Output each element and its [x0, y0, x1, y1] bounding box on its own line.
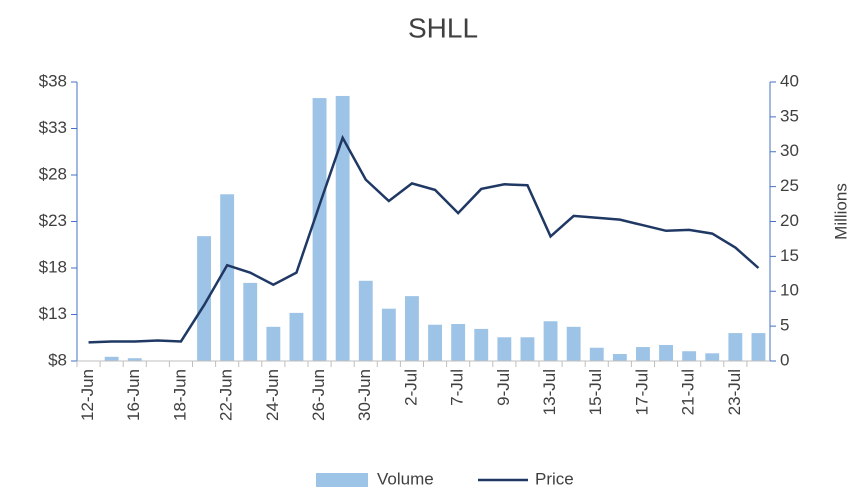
bar	[728, 333, 743, 361]
y2-tick-label: 35	[780, 106, 799, 125]
x-tick-label: 9-Jul	[494, 369, 513, 406]
x-tick-label: 2-Jul	[401, 369, 420, 406]
bar	[751, 333, 766, 361]
bar	[543, 321, 558, 361]
y2-tick-label: 30	[780, 141, 799, 160]
bar	[266, 326, 281, 361]
x-tick-label: 18-Jun	[170, 369, 189, 421]
x-tick-label: 21-Jul	[679, 369, 698, 415]
y2-axis-label: Millions	[831, 183, 850, 240]
x-tick-label: 26-Jun	[309, 369, 328, 421]
y-tick-label: $23	[39, 211, 67, 230]
x-tick-label: 7-Jul	[448, 369, 467, 406]
bar	[312, 98, 327, 361]
bar	[220, 194, 235, 361]
chart-title: SHLL	[408, 12, 478, 43]
bar	[405, 296, 419, 361]
bar	[705, 353, 720, 361]
y-tick-label: $28	[39, 164, 67, 183]
y2-tick-label: 15	[780, 246, 799, 265]
bar	[243, 282, 258, 361]
bar	[520, 337, 535, 361]
bar	[451, 324, 466, 361]
x-tick-label: 22-Jun	[217, 369, 236, 421]
y-tick-label: $13	[39, 304, 67, 323]
y2-tick-label: 5	[780, 316, 789, 335]
bar	[612, 354, 627, 361]
y-tick-label: $38	[39, 71, 67, 90]
legend-label: Price	[535, 469, 574, 488]
x-tick-label: 13-Jul	[540, 369, 559, 415]
y2-tick-label: 25	[780, 176, 799, 195]
x-tick-label: 15-Jul	[586, 369, 605, 415]
legend-swatch	[316, 473, 368, 487]
price-line	[88, 134, 760, 344]
x-tick-label: 24-Jun	[263, 369, 282, 421]
bar	[335, 95, 350, 361]
bar	[289, 312, 304, 361]
x-tick-label: 17-Jul	[632, 369, 651, 415]
bar	[682, 351, 697, 361]
bar	[659, 344, 673, 361]
bar	[497, 337, 512, 361]
bar	[127, 358, 142, 361]
bar	[358, 280, 373, 361]
y-tick-label: $8	[48, 350, 67, 369]
x-tick-label: 16-Jun	[124, 369, 143, 421]
bar	[636, 347, 650, 361]
legend-label: Volume	[377, 469, 434, 488]
bar	[381, 308, 396, 361]
bar	[197, 236, 211, 361]
y2-tick-label: 20	[780, 211, 799, 230]
bar	[589, 347, 604, 361]
bar	[428, 324, 442, 361]
bar	[104, 356, 119, 361]
x-tick-label: 12-Jun	[78, 369, 97, 421]
y2-tick-label: 0	[780, 350, 789, 369]
x-tick-label: 30-Jun	[355, 369, 374, 421]
y2-tick-label: 40	[780, 71, 799, 90]
bar	[474, 328, 489, 361]
y-tick-label: $18	[39, 257, 67, 276]
bar	[566, 326, 581, 361]
y2-tick-label: 10	[780, 281, 799, 300]
y-tick-label: $33	[39, 118, 67, 137]
x-tick-label: 23-Jul	[725, 369, 744, 415]
